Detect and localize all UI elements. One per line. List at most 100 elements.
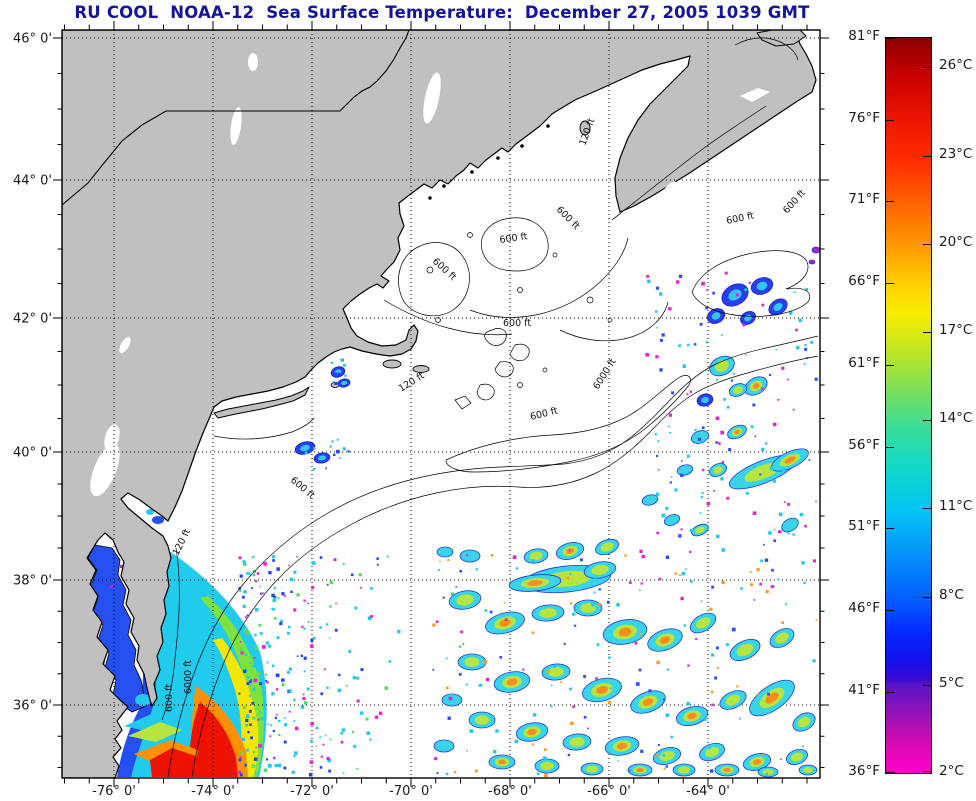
sst-speckle bbox=[294, 726, 299, 731]
sst-speckle bbox=[668, 413, 672, 417]
sst-speckle bbox=[253, 656, 256, 659]
sst-speckle bbox=[281, 592, 285, 596]
sst-patch bbox=[690, 430, 710, 444]
sst-speckle bbox=[242, 604, 246, 608]
sst-speckle bbox=[329, 605, 332, 608]
colorbar-tick bbox=[923, 67, 931, 69]
sst-speckle bbox=[288, 710, 291, 713]
sst-patch-core bbox=[701, 396, 709, 404]
sst-speckle bbox=[259, 592, 262, 595]
sst-speckle bbox=[315, 745, 317, 748]
sst-patch-core bbox=[591, 565, 609, 575]
sst-speckle bbox=[348, 650, 352, 653]
sst-speckle bbox=[265, 680, 267, 682]
graticule bbox=[62, 30, 820, 778]
sst-speckle bbox=[760, 387, 764, 390]
sst-speckle bbox=[284, 723, 288, 727]
sst-speckle bbox=[303, 627, 306, 630]
sst-patch-core bbox=[540, 761, 554, 771]
sst-patch-core bbox=[762, 769, 774, 775]
sst-speckle bbox=[608, 656, 611, 659]
sst-patch-core bbox=[506, 678, 518, 686]
colorbar-tick bbox=[886, 528, 894, 530]
colorbar-f-label: 51°F bbox=[848, 518, 880, 534]
sst-speckle bbox=[261, 740, 264, 743]
sst-speckle bbox=[640, 582, 643, 585]
sst-speckle bbox=[374, 715, 379, 719]
sst-speckle bbox=[810, 340, 814, 344]
sst-speckle bbox=[772, 422, 777, 427]
sst-speckle bbox=[695, 638, 698, 641]
sst-speckle bbox=[338, 673, 341, 677]
sst-patch bbox=[433, 739, 455, 753]
sst-speckle bbox=[543, 756, 547, 760]
sst-speckle bbox=[242, 560, 246, 564]
sst-speckle bbox=[249, 655, 253, 659]
sst-speckle bbox=[785, 603, 788, 606]
sst-speckle bbox=[328, 769, 331, 773]
sst-speckle bbox=[307, 621, 310, 623]
sst-speckle bbox=[483, 660, 488, 664]
sst-patch bbox=[663, 514, 681, 526]
sst-speckle bbox=[724, 271, 728, 275]
sst-speckle bbox=[536, 772, 540, 776]
sst-speckle bbox=[544, 773, 548, 778]
sst-speckle bbox=[258, 743, 262, 748]
sst-speckle bbox=[331, 440, 334, 443]
sst-speckle bbox=[329, 445, 332, 448]
sst-speckle bbox=[342, 447, 346, 451]
sst-patch-core bbox=[723, 767, 731, 773]
sst-speckle bbox=[726, 643, 729, 646]
sst-speckle bbox=[748, 281, 751, 284]
sst-speckle bbox=[340, 731, 344, 735]
sst-speckle bbox=[434, 757, 438, 761]
sst-speckle bbox=[253, 688, 256, 690]
sst-speckle bbox=[805, 287, 809, 291]
sst-speckle bbox=[287, 671, 290, 674]
sst-speckle bbox=[705, 341, 708, 344]
sst-speckle bbox=[569, 573, 572, 575]
y-tick-label: 36° 0' bbox=[13, 699, 52, 714]
colorbar-tick bbox=[923, 771, 931, 772]
sst-speckle bbox=[670, 476, 673, 478]
sst-speckle bbox=[628, 769, 631, 772]
sst-speckle bbox=[238, 692, 241, 695]
sst-speckle bbox=[567, 753, 570, 757]
sst-patch bbox=[641, 494, 659, 506]
sst-patch-core bbox=[687, 712, 697, 720]
sst-patch-core bbox=[569, 737, 585, 747]
sst-speckle bbox=[271, 664, 275, 668]
sst-speckle bbox=[693, 343, 697, 346]
sst-speckle bbox=[263, 768, 268, 772]
sst-speckle bbox=[678, 534, 682, 538]
colorbar-f-label: 56°F bbox=[848, 437, 880, 453]
sst-patch-core bbox=[713, 466, 723, 474]
sst-speckle bbox=[455, 586, 457, 588]
sst-patch-core bbox=[616, 742, 628, 750]
sst-speckle bbox=[746, 492, 749, 495]
sst-speckle bbox=[283, 766, 287, 770]
us-canada-border bbox=[61, 29, 410, 206]
sst-speckle bbox=[272, 608, 276, 611]
sst-speckle bbox=[658, 577, 662, 581]
sst-speckle bbox=[244, 616, 247, 619]
sst-speckle bbox=[493, 750, 497, 754]
sst-patch-core bbox=[752, 382, 760, 390]
sst-speckle bbox=[596, 643, 600, 647]
sst-speckle bbox=[792, 533, 795, 536]
contour-label: 600 ft bbox=[164, 684, 175, 712]
colorbar-c-label: 14°C bbox=[939, 410, 973, 426]
sst-speckle bbox=[738, 717, 741, 720]
sst-speckle bbox=[701, 492, 704, 495]
sst-patch-core bbox=[734, 429, 740, 435]
sst-speckle bbox=[670, 735, 673, 739]
sst-speckle bbox=[697, 437, 701, 441]
sst-speckle bbox=[711, 703, 714, 706]
sst-patch-core bbox=[527, 728, 537, 736]
grand-manan bbox=[579, 120, 591, 136]
sst-patch bbox=[436, 546, 454, 558]
sst-speckle bbox=[638, 668, 642, 672]
sst-speckle bbox=[583, 715, 587, 719]
sst-speckle bbox=[689, 550, 692, 554]
nantucket bbox=[412, 365, 430, 373]
